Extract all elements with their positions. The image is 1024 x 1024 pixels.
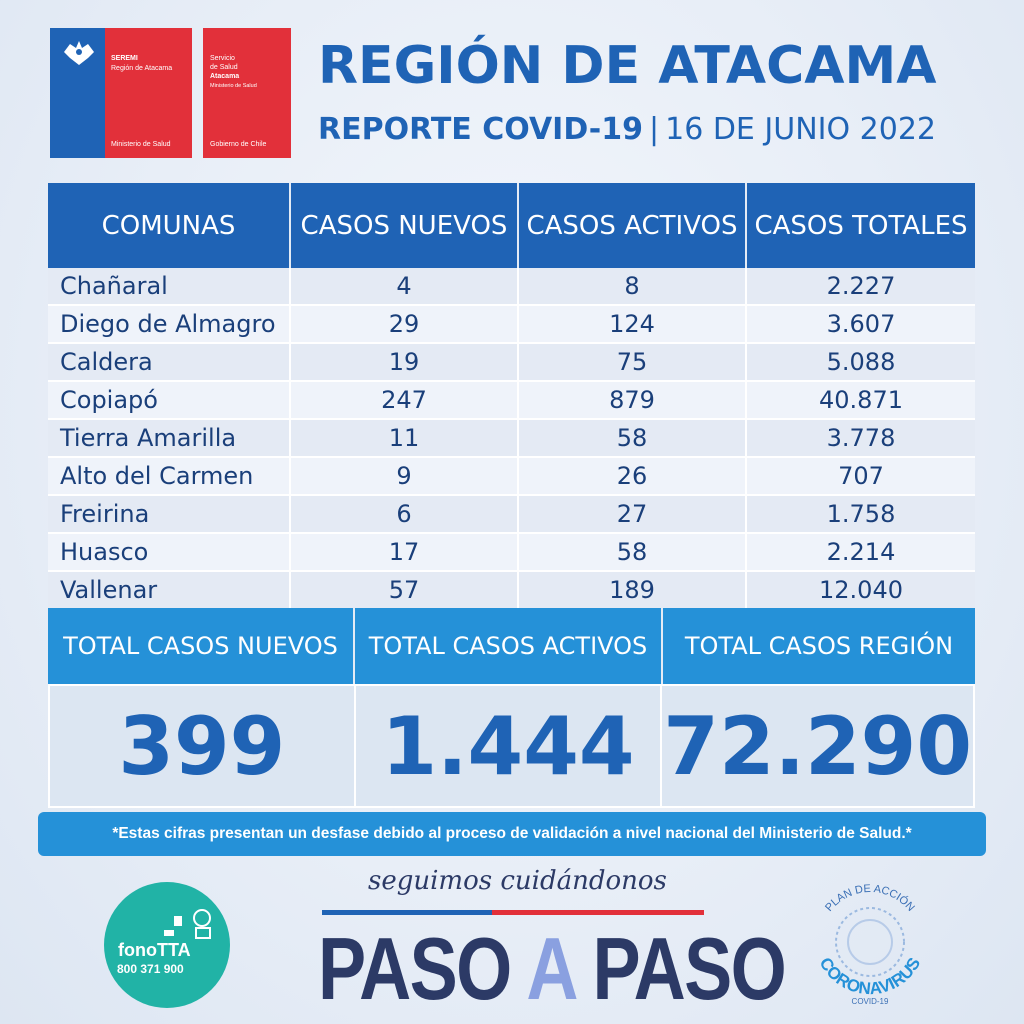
paso-word-a: A: [526, 919, 575, 1018]
cell-totales: 40.871: [819, 386, 903, 414]
table-row: Caldera 19 75 5.088: [48, 344, 975, 382]
total-region-value: 72.290: [663, 699, 973, 793]
paso-word-2: PASO: [574, 919, 787, 1018]
servicio-footer: Gobierno de Chile: [210, 141, 267, 148]
total-activos-label: TOTAL CASOS ACTIVOS: [355, 608, 663, 684]
total-region-label: TOTAL CASOS REGIÓN: [684, 632, 954, 660]
government-logos: SEREMI Región de Atacama Ministerio de S…: [50, 28, 291, 158]
servicio-line3: Atacama: [210, 73, 240, 80]
cell-totales: 2.214: [826, 538, 896, 566]
table-row: Alto del Carmen 9 26 707: [48, 458, 975, 496]
report-date: 16 DE JUNIO 2022: [665, 112, 937, 147]
separator: |: [649, 112, 660, 147]
cell-comuna: Copiapó: [48, 382, 291, 418]
header-casos-totales: CASOS TOTALES: [754, 210, 968, 241]
cell-comuna: Diego de Almagro: [48, 306, 291, 342]
totals-values: 399 1.444 72.290: [48, 684, 975, 808]
fonotta-number: 800 371 900: [117, 962, 184, 976]
totals-panel: TOTAL CASOS NUEVOS TOTAL CASOS ACTIVOS T…: [48, 608, 975, 808]
cell-activos: 124: [519, 306, 747, 342]
phone-icon: [164, 909, 211, 939]
cell-comuna: Tierra Amarilla: [48, 420, 291, 456]
cell-comuna: Freirina: [48, 496, 291, 532]
cell-activos: 58: [519, 420, 747, 456]
cell-nuevos: 19: [291, 344, 519, 380]
paso-word-1: PASO: [318, 919, 527, 1018]
seremi-logo: SEREMI Región de Atacama Ministerio de S…: [50, 28, 192, 158]
table-row: Copiapó 247 879 40.871: [48, 382, 975, 420]
cell-totales: 2.227: [826, 272, 896, 300]
cell-activos: 879: [519, 382, 747, 418]
servicio-salud-logo: Servicio de Salud Atacama Ministerio de …: [203, 28, 291, 158]
paso-a-paso-logo: PASO A PASO: [318, 918, 787, 1020]
coronavirus-plan-logo: PLAN DE ACCIÓN CORONAVIRUS COVID-19: [816, 883, 925, 1006]
cell-comuna: Alto del Carmen: [48, 458, 291, 494]
communes-table: COMUNAS CASOS NUEVOS CASOS ACTIVOS CASOS…: [48, 183, 975, 610]
cell-nuevos: 9: [291, 458, 519, 494]
slogan-stripe: [322, 910, 704, 915]
slogan: seguimos cuidándonos: [368, 866, 667, 896]
cell-nuevos: 29: [291, 306, 519, 342]
cell-totales: 3.778: [826, 424, 896, 452]
plan-main-text: CORONAVIRUS: [816, 954, 925, 998]
cell-totales: 3.607: [826, 310, 896, 338]
cell-comuna: Huasco: [48, 534, 291, 570]
cell-activos: 75: [519, 344, 747, 380]
cell-nuevos: 57: [291, 572, 519, 608]
table-row: Chañaral 4 8 2.227: [48, 268, 975, 306]
fonotta-badge: fonoTTA 800 371 900: [104, 882, 230, 1008]
cell-activos: 189: [519, 572, 747, 608]
plan-sub-text: COVID-19: [852, 997, 889, 1006]
disclaimer-note: *Estas cifras presentan un desfase debid…: [38, 812, 986, 856]
cell-nuevos: 4: [291, 268, 519, 304]
table-header: COMUNAS CASOS NUEVOS CASOS ACTIVOS CASOS…: [48, 183, 975, 268]
page-title: REGIÓN DE ATACAMA: [318, 36, 937, 96]
total-nuevos-label: TOTAL CASOS NUEVOS: [48, 608, 355, 684]
chile-crest-icon: [64, 41, 94, 65]
seremi-ministry: Ministerio de Salud: [111, 141, 171, 148]
table-row: Freirina 6 27 1.758: [48, 496, 975, 534]
cell-nuevos: 17: [291, 534, 519, 570]
cell-comuna: Chañaral: [48, 268, 291, 304]
cell-totales: 1.758: [826, 500, 896, 528]
table-body: Chañaral 4 8 2.227 Diego de Almagro 29 1…: [48, 268, 975, 610]
servicio-line1: Servicio: [210, 55, 235, 62]
report-label: REPORTE COVID-19: [318, 112, 643, 147]
cell-nuevos: 11: [291, 420, 519, 456]
seremi-region: Región de Atacama: [111, 65, 173, 72]
cell-comuna: Caldera: [48, 344, 291, 380]
plan-top-text: PLAN DE ACCIÓN: [823, 883, 917, 914]
total-nuevos-value: 399: [50, 686, 356, 806]
fonotta-title: fonoTTA: [118, 940, 191, 960]
page-subtitle: REPORTE COVID-19 | 16 DE JUNIO 2022: [318, 112, 936, 147]
cell-activos: 58: [519, 534, 747, 570]
header-comunas: COMUNAS: [48, 183, 291, 268]
servicio-line4: Ministerio de Salud: [210, 83, 257, 89]
totals-header: TOTAL CASOS NUEVOS TOTAL CASOS ACTIVOS T…: [48, 608, 975, 684]
table-row: Vallenar 57 189 12.040: [48, 572, 975, 610]
servicio-line2: de Salud: [210, 64, 238, 71]
table-row: Diego de Almagro 29 124 3.607: [48, 306, 975, 344]
cell-totales: 707: [838, 462, 884, 490]
cell-activos: 27: [519, 496, 747, 532]
cell-totales: 5.088: [826, 348, 896, 376]
cell-totales: 12.040: [819, 576, 903, 604]
header-casos-activos: CASOS ACTIVOS: [519, 183, 747, 268]
virus-icon: [835, 907, 905, 977]
cell-activos: 8: [519, 268, 747, 304]
cell-nuevos: 6: [291, 496, 519, 532]
cell-comuna: Vallenar: [48, 572, 291, 608]
header-casos-nuevos: CASOS NUEVOS: [291, 183, 519, 268]
cell-activos: 26: [519, 458, 747, 494]
total-activos-value: 1.444: [356, 686, 663, 806]
table-row: Tierra Amarilla 11 58 3.778: [48, 420, 975, 458]
cell-nuevos: 247: [291, 382, 519, 418]
seremi-label: SEREMI: [111, 55, 138, 62]
table-row: Huasco 17 58 2.214: [48, 534, 975, 572]
